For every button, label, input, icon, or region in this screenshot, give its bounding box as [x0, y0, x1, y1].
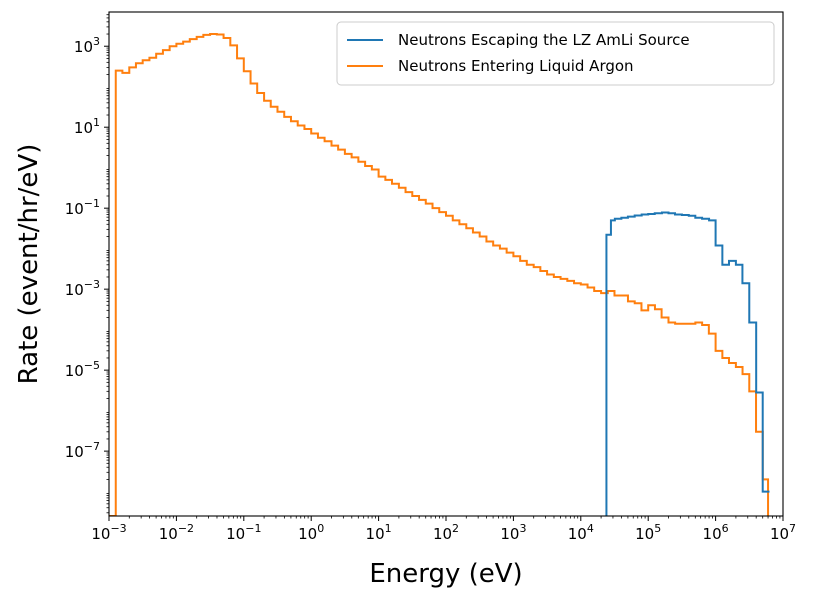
x-tick-label: 105	[635, 522, 661, 543]
x-tick-label: 100	[298, 522, 324, 543]
y-tick-label: 10−1	[65, 197, 100, 218]
x-tick-label: 103	[500, 522, 526, 543]
x-axis-title: Energy (eV)	[369, 559, 522, 589]
x-tick-label: 10−3	[91, 522, 126, 543]
legend: Neutrons Escaping the LZ AmLi Source Neu…	[336, 21, 775, 86]
x-tick-label: 107	[770, 522, 796, 543]
legend-label-escaping: Neutrons Escaping the LZ AmLi Source	[398, 31, 690, 49]
y-axis-title: Rate (event/hr/eV)	[14, 144, 44, 385]
y-tick-label: 10−7	[65, 440, 100, 461]
x-axis-ticks: 10−3 10−2 10−1 100 101 102 103 104 105 106 107	[91, 516, 796, 543]
y-axis-ticks: 103 101 10−1 10−3 10−5 10−7	[65, 14, 109, 514]
x-tick-label: 10−2	[159, 522, 194, 543]
y-tick-label: 101	[74, 116, 100, 137]
legend-label-argon: Neutrons Entering Liquid Argon	[398, 57, 634, 75]
x-tick-label: 104	[568, 522, 594, 543]
x-tick-label: 10−1	[226, 522, 261, 543]
x-tick-label: 106	[703, 522, 729, 543]
plot-area	[109, 12, 783, 516]
x-tick-label: 102	[433, 522, 459, 543]
y-tick-label: 103	[74, 35, 100, 56]
series-line-escaping	[605, 211, 770, 516]
legend-box	[336, 21, 775, 86]
y-tick-label: 10−3	[65, 278, 100, 299]
y-tick-label: 10−5	[65, 359, 100, 380]
series-line-argon	[109, 33, 770, 516]
series-layer	[109, 33, 770, 516]
x-tick-label: 101	[366, 522, 392, 543]
